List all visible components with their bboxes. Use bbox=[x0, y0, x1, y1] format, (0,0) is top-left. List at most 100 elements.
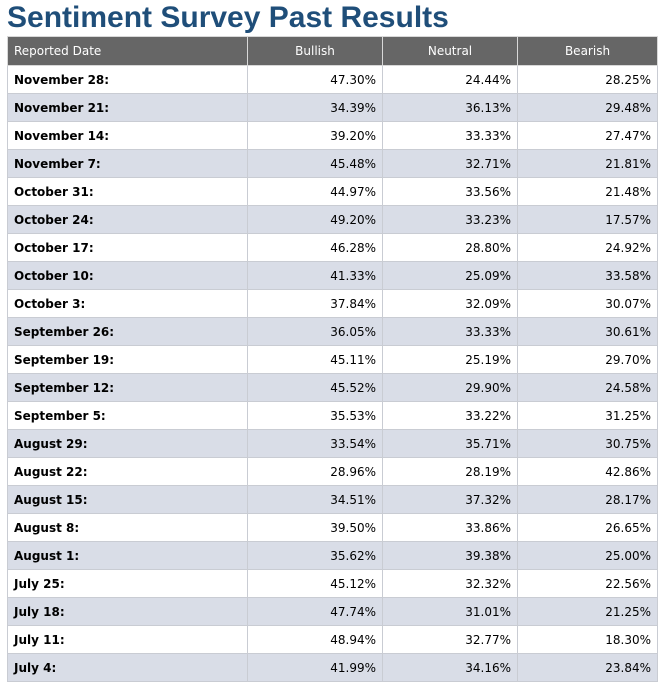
neutral-cell: 33.23% bbox=[382, 205, 518, 234]
reported-date-cell: July 4: bbox=[7, 653, 248, 682]
bearish-cell: 24.92% bbox=[517, 233, 658, 262]
table-row: September 5: 35.53% 33.22% 31.25% bbox=[7, 401, 658, 430]
bullish-cell: 39.50% bbox=[247, 513, 383, 542]
bullish-cell: 39.20% bbox=[247, 121, 383, 150]
bearish-cell: 21.25% bbox=[517, 597, 658, 626]
reported-date-cell: September 5: bbox=[7, 401, 248, 430]
bullish-cell: 34.51% bbox=[247, 485, 383, 514]
table-row: August 1: 35.62% 39.38% 25.00% bbox=[7, 541, 658, 570]
reported-date-cell: July 25: bbox=[7, 569, 248, 598]
neutral-cell: 25.09% bbox=[382, 261, 518, 290]
neutral-cell: 33.56% bbox=[382, 177, 518, 206]
bearish-cell: 29.48% bbox=[517, 93, 658, 122]
table-body: November 28: 47.30% 24.44% 28.25% November 2… bbox=[7, 65, 658, 682]
bearish-cell: 27.47% bbox=[517, 121, 658, 150]
bearish-cell: 33.58% bbox=[517, 261, 658, 290]
neutral-cell: 33.86% bbox=[382, 513, 518, 542]
bearish-cell: 28.25% bbox=[517, 65, 658, 94]
reported-date-cell: September 12: bbox=[7, 373, 248, 402]
neutral-cell: 32.09% bbox=[382, 289, 518, 318]
reported-date-cell: October 10: bbox=[7, 261, 248, 290]
bearish-cell: 23.84% bbox=[517, 653, 658, 682]
reported-date-cell: November 14: bbox=[7, 121, 248, 150]
neutral-cell: 25.19% bbox=[382, 345, 518, 374]
reported-date-cell: October 24: bbox=[7, 205, 248, 234]
reported-date-cell: November 7: bbox=[7, 149, 248, 178]
bullish-cell: 44.97% bbox=[247, 177, 383, 206]
column-header-neutral: Neutral bbox=[382, 36, 518, 66]
bearish-cell: 17.57% bbox=[517, 205, 658, 234]
bullish-cell: 33.54% bbox=[247, 429, 383, 458]
bullish-cell: 49.20% bbox=[247, 205, 383, 234]
table-row: July 25: 45.12% 32.32% 22.56% bbox=[7, 569, 658, 598]
neutral-cell: 39.38% bbox=[382, 541, 518, 570]
neutral-cell: 24.44% bbox=[382, 65, 518, 94]
bullish-cell: 35.62% bbox=[247, 541, 383, 570]
neutral-cell: 37.32% bbox=[382, 485, 518, 514]
table-row: November 21: 34.39% 36.13% 29.48% bbox=[7, 93, 658, 122]
neutral-cell: 31.01% bbox=[382, 597, 518, 626]
table-row: September 12: 45.52% 29.90% 24.58% bbox=[7, 373, 658, 402]
bearish-cell: 21.48% bbox=[517, 177, 658, 206]
bullish-cell: 45.52% bbox=[247, 373, 383, 402]
bullish-cell: 35.53% bbox=[247, 401, 383, 430]
column-header-bullish: Bullish bbox=[247, 36, 383, 66]
table-row: August 15: 34.51% 37.32% 28.17% bbox=[7, 485, 658, 514]
neutral-cell: 28.19% bbox=[382, 457, 518, 486]
table-row: September 19: 45.11% 25.19% 29.70% bbox=[7, 345, 658, 374]
reported-date-cell: October 3: bbox=[7, 289, 248, 318]
reported-date-cell: September 26: bbox=[7, 317, 248, 346]
bullish-cell: 48.94% bbox=[247, 625, 383, 654]
reported-date-cell: August 8: bbox=[7, 513, 248, 542]
neutral-cell: 29.90% bbox=[382, 373, 518, 402]
bearish-cell: 25.00% bbox=[517, 541, 658, 570]
table-header-row: Reported Date Bullish Neutral Bearish bbox=[7, 36, 658, 66]
bearish-cell: 31.25% bbox=[517, 401, 658, 430]
table-row: October 3: 37.84% 32.09% 30.07% bbox=[7, 289, 658, 318]
reported-date-cell: October 31: bbox=[7, 177, 248, 206]
neutral-cell: 28.80% bbox=[382, 233, 518, 262]
bearish-cell: 28.17% bbox=[517, 485, 658, 514]
column-header-reported-date: Reported Date bbox=[7, 36, 248, 66]
bearish-cell: 26.65% bbox=[517, 513, 658, 542]
bearish-cell: 30.07% bbox=[517, 289, 658, 318]
bearish-cell: 18.30% bbox=[517, 625, 658, 654]
table-row: July 11: 48.94% 32.77% 18.30% bbox=[7, 625, 658, 654]
neutral-cell: 32.71% bbox=[382, 149, 518, 178]
table-row: July 18: 47.74% 31.01% 21.25% bbox=[7, 597, 658, 626]
reported-date-cell: July 18: bbox=[7, 597, 248, 626]
table-row: August 29: 33.54% 35.71% 30.75% bbox=[7, 429, 658, 458]
table-row: November 14: 39.20% 33.33% 27.47% bbox=[7, 121, 658, 150]
bullish-cell: 37.84% bbox=[247, 289, 383, 318]
bearish-cell: 21.81% bbox=[517, 149, 658, 178]
reported-date-cell: August 29: bbox=[7, 429, 248, 458]
table-row: October 17: 46.28% 28.80% 24.92% bbox=[7, 233, 658, 262]
bullish-cell: 34.39% bbox=[247, 93, 383, 122]
bullish-cell: 28.96% bbox=[247, 457, 383, 486]
reported-date-cell: November 28: bbox=[7, 65, 248, 94]
table-row: July 4: 41.99% 34.16% 23.84% bbox=[7, 653, 658, 682]
table-row: October 31: 44.97% 33.56% 21.48% bbox=[7, 177, 658, 206]
bullish-cell: 41.33% bbox=[247, 261, 383, 290]
reported-date-cell: November 21: bbox=[7, 93, 248, 122]
reported-date-cell: October 17: bbox=[7, 233, 248, 262]
bullish-cell: 41.99% bbox=[247, 653, 383, 682]
neutral-cell: 35.71% bbox=[382, 429, 518, 458]
reported-date-cell: August 22: bbox=[7, 457, 248, 486]
bullish-cell: 47.30% bbox=[247, 65, 383, 94]
bullish-cell: 46.28% bbox=[247, 233, 383, 262]
reported-date-cell: August 1: bbox=[7, 541, 248, 570]
table-row: September 26: 36.05% 33.33% 30.61% bbox=[7, 317, 658, 346]
bearish-cell: 24.58% bbox=[517, 373, 658, 402]
sentiment-results-table: Reported Date Bullish Neutral Bearish No… bbox=[7, 36, 658, 682]
bullish-cell: 45.48% bbox=[247, 149, 383, 178]
bearish-cell: 29.70% bbox=[517, 345, 658, 374]
neutral-cell: 33.22% bbox=[382, 401, 518, 430]
table-row: October 24: 49.20% 33.23% 17.57% bbox=[7, 205, 658, 234]
neutral-cell: 33.33% bbox=[382, 121, 518, 150]
table-row: October 10: 41.33% 25.09% 33.58% bbox=[7, 261, 658, 290]
reported-date-cell: September 19: bbox=[7, 345, 248, 374]
bullish-cell: 36.05% bbox=[247, 317, 383, 346]
page-title: Sentiment Survey Past Results bbox=[7, 1, 449, 34]
